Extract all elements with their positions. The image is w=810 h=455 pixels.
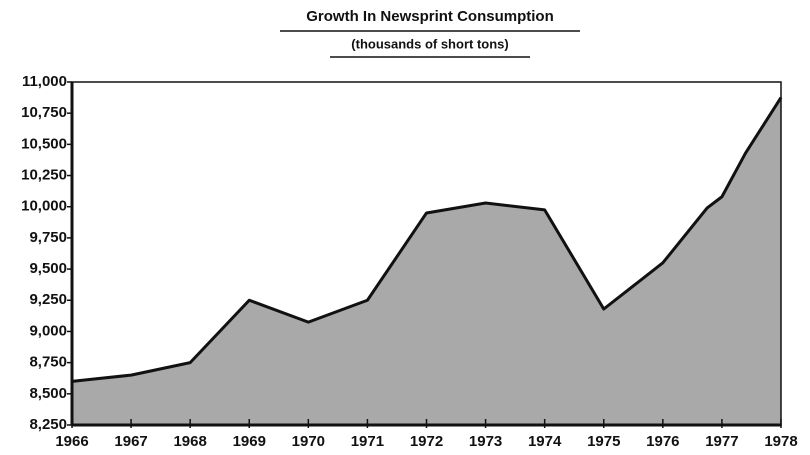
x-tick-label: 1975 — [587, 433, 620, 450]
x-tick-label: 1974 — [528, 433, 562, 450]
x-tick-label: 1973 — [469, 433, 502, 450]
y-tick-label: 10,750 — [21, 104, 67, 121]
y-tick-label: 9,000 — [29, 322, 67, 339]
x-tick-label: 1977 — [705, 433, 738, 450]
area — [72, 97, 781, 425]
x-tick-label: 1971 — [351, 433, 384, 450]
line — [71, 96, 783, 383]
y-tick-label: 10,000 — [21, 198, 67, 215]
chart-subtitle: (thousands of short tons) — [351, 36, 508, 51]
x-tick-label: 1976 — [646, 433, 679, 450]
x-tick-label: 1968 — [173, 433, 206, 450]
y-tick-label: 10,500 — [21, 135, 67, 152]
x-tick-label: 1969 — [233, 433, 266, 450]
y-tick-label: 8,250 — [29, 416, 67, 433]
y-tick-label: 8,500 — [29, 385, 67, 402]
x-tick-label: 1967 — [114, 433, 147, 450]
x-tick-label: 1970 — [292, 433, 325, 450]
y-tick-label: 9,250 — [29, 291, 67, 308]
x-tick-label: 1972 — [410, 433, 443, 450]
x-tick-label: 1978 — [764, 433, 797, 450]
y-tick-label: 8,750 — [29, 354, 67, 371]
chart-title: Growth In Newsprint Consumption — [306, 8, 554, 25]
y-tick-label: 9,750 — [29, 229, 67, 246]
y-tick-label: 11,000 — [22, 73, 67, 90]
y-tick-label: 10,250 — [21, 167, 67, 184]
x-tick-label: 1966 — [55, 433, 88, 450]
y-tick-label: 9,500 — [29, 260, 67, 277]
